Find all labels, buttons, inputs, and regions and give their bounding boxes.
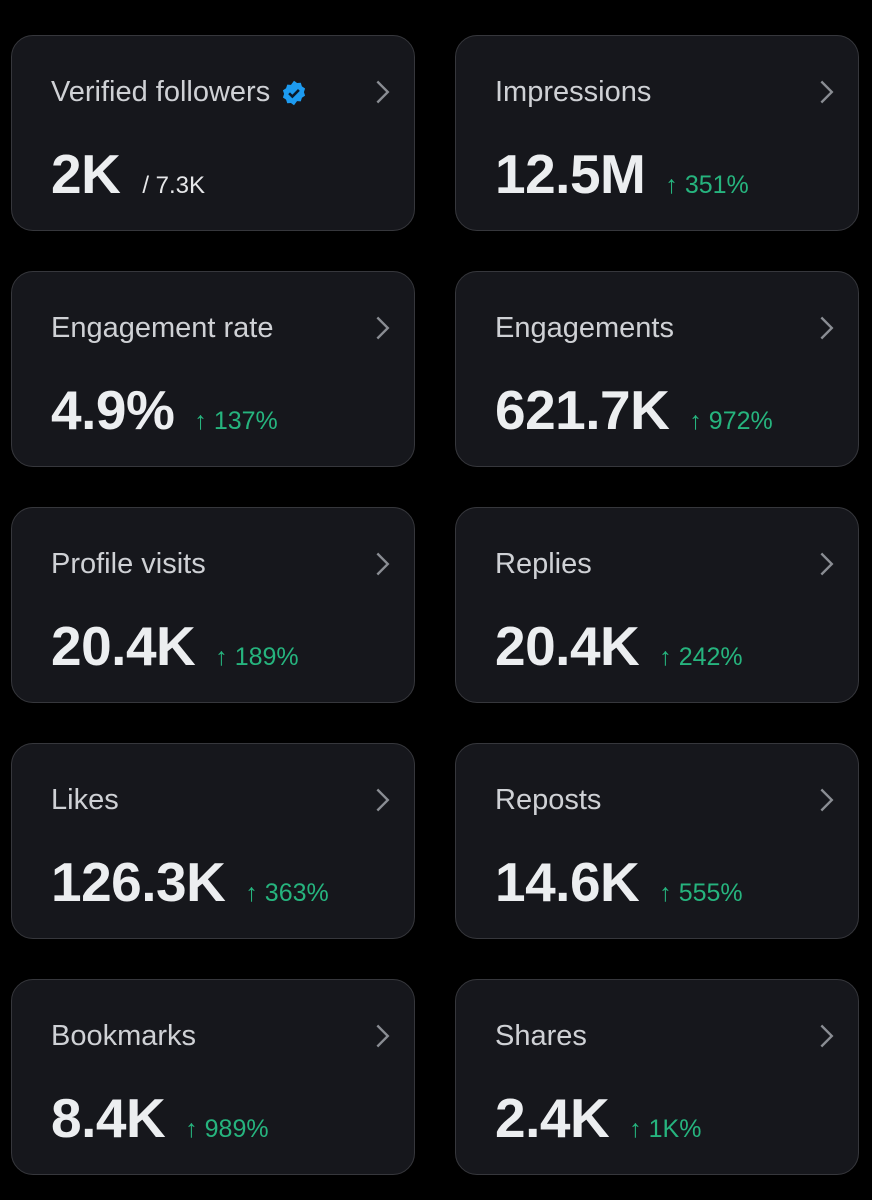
- metric-values: 621.7K ↑ 972%: [495, 378, 773, 442]
- metric-title: Engagement rate: [51, 312, 273, 345]
- metric-change: ↑ 555%: [659, 879, 743, 907]
- metric-title: Bookmarks: [51, 1020, 196, 1053]
- chevron-right-icon[interactable]: [812, 550, 840, 578]
- chevron-right-icon[interactable]: [812, 1022, 840, 1050]
- metric-change: ↑ 989%: [185, 1115, 269, 1143]
- metric-title-label: Engagement rate: [51, 312, 274, 344]
- metric-title-label: Replies: [495, 548, 592, 580]
- metric-value: 621.7K: [495, 379, 670, 441]
- metric-title-label: Engagements: [495, 312, 674, 344]
- metric-value: 8.4K: [51, 1087, 166, 1149]
- metric-value: 2K: [51, 143, 121, 205]
- metric-title: Replies: [495, 548, 592, 581]
- chevron-right-icon[interactable]: [368, 314, 396, 342]
- chevron-right-icon[interactable]: [368, 550, 396, 578]
- metric-title: Likes: [51, 784, 119, 817]
- metric-card-likes[interactable]: Likes 126.3K ↑ 363%: [11, 743, 415, 939]
- metric-title-label: Likes: [51, 784, 119, 816]
- metric-change: ↑ 363%: [245, 879, 329, 907]
- metric-values: 126.3K ↑ 363%: [51, 850, 329, 914]
- chevron-right-icon[interactable]: [368, 786, 396, 814]
- metric-value: 126.3K: [51, 851, 226, 913]
- metric-title: Impressions: [495, 76, 651, 109]
- metric-card-reposts[interactable]: Reposts 14.6K ↑ 555%: [455, 743, 859, 939]
- metric-card-engagements[interactable]: Engagements 621.7K ↑ 972%: [455, 271, 859, 467]
- verified-badge-icon: [283, 80, 306, 105]
- chevron-right-icon[interactable]: [368, 78, 396, 106]
- metric-title-label: Shares: [495, 1020, 587, 1052]
- metric-card-replies[interactable]: Replies 20.4K ↑ 242%: [455, 507, 859, 703]
- metric-change: ↑ 1K%: [629, 1115, 702, 1143]
- metric-title: Verified followers: [51, 76, 308, 109]
- metrics-grid: Verified followers 2K / 7.3K Impressions 12.…: [11, 35, 859, 1175]
- metric-title: Reposts: [495, 784, 601, 817]
- metric-value: 20.4K: [51, 615, 196, 677]
- metric-change: ↑ 972%: [689, 407, 773, 435]
- metric-card-engagement-rate[interactable]: Engagement rate 4.9% ↑ 137%: [11, 271, 415, 467]
- metric-title-label: Reposts: [495, 784, 602, 816]
- metric-values: 12.5M ↑ 351%: [495, 142, 749, 206]
- chevron-right-icon[interactable]: [812, 314, 840, 342]
- metric-title-label: Impressions: [495, 76, 652, 108]
- metric-card-bookmarks[interactable]: Bookmarks 8.4K ↑ 989%: [11, 979, 415, 1175]
- metric-title: Profile visits: [51, 548, 206, 581]
- metric-change: ↑ 242%: [659, 643, 743, 671]
- metric-card-impressions[interactable]: Impressions 12.5M ↑ 351%: [455, 35, 859, 231]
- metric-card-verified-followers[interactable]: Verified followers 2K / 7.3K: [11, 35, 415, 231]
- metric-values: 2K / 7.3K: [51, 142, 205, 206]
- metric-change: ↑ 351%: [665, 171, 749, 199]
- metric-values: 2.4K ↑ 1K%: [495, 1086, 701, 1150]
- metric-value: 2.4K: [495, 1087, 610, 1149]
- metric-values: 20.4K ↑ 189%: [51, 614, 299, 678]
- metric-values: 4.9% ↑ 137%: [51, 378, 278, 442]
- metric-values: 8.4K ↑ 989%: [51, 1086, 269, 1150]
- metric-total: / 7.3K: [142, 172, 206, 199]
- metric-values: 14.6K ↑ 555%: [495, 850, 743, 914]
- metric-title: Shares: [495, 1020, 587, 1053]
- metric-value: 20.4K: [495, 615, 640, 677]
- metric-change: ↑ 189%: [215, 643, 299, 671]
- metric-value: 14.6K: [495, 851, 640, 913]
- metric-value: 12.5M: [495, 143, 646, 205]
- metric-card-shares[interactable]: Shares 2.4K ↑ 1K%: [455, 979, 859, 1175]
- metric-value: 4.9%: [51, 379, 175, 441]
- metric-title: Engagements: [495, 312, 674, 345]
- metric-card-profile-visits[interactable]: Profile visits 20.4K ↑ 189%: [11, 507, 415, 703]
- metric-title-label: Profile visits: [51, 548, 206, 580]
- chevron-right-icon[interactable]: [812, 786, 840, 814]
- metric-title-label: Bookmarks: [51, 1020, 197, 1052]
- metric-change: ↑ 137%: [194, 407, 278, 435]
- chevron-right-icon[interactable]: [812, 78, 840, 106]
- chevron-right-icon[interactable]: [368, 1022, 396, 1050]
- metric-title-label: Verified followers: [51, 76, 271, 108]
- metric-values: 20.4K ↑ 242%: [495, 614, 743, 678]
